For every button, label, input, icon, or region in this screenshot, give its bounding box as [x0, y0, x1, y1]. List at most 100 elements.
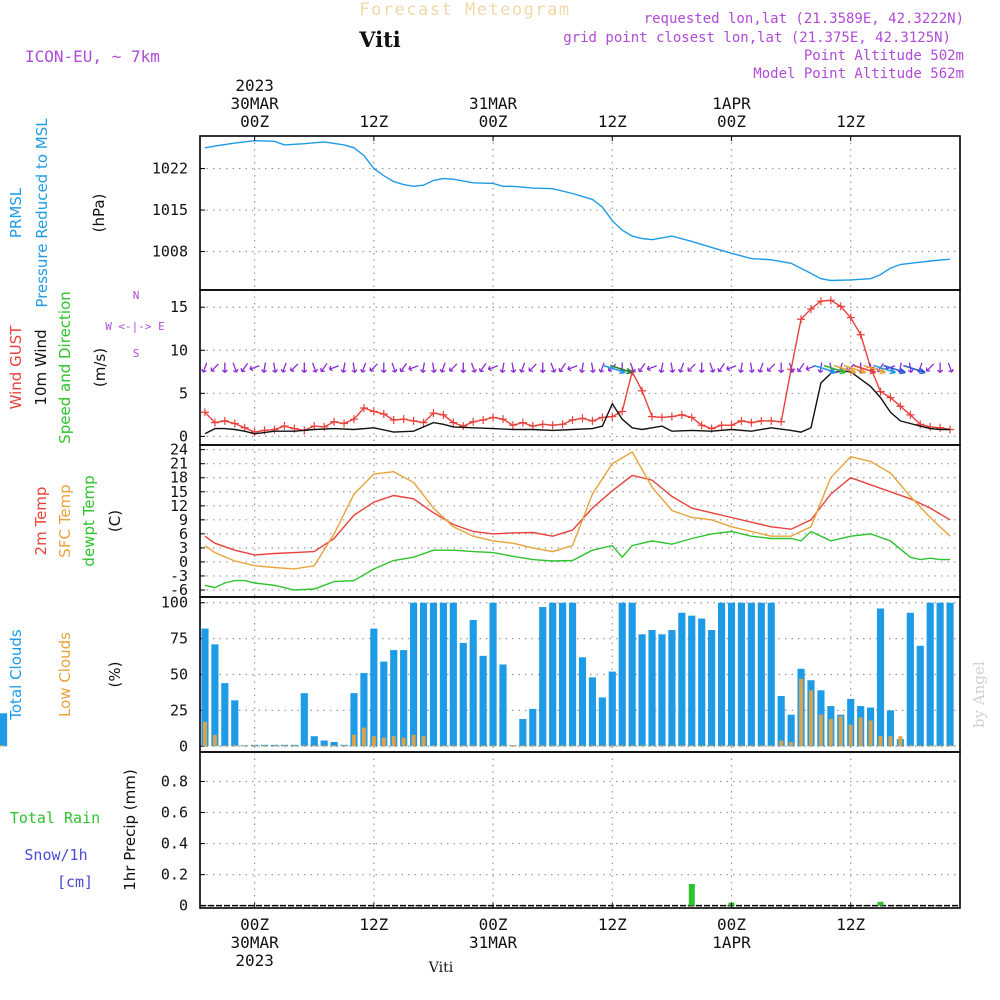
faded-title: Forecast Meteogram [359, 0, 570, 20]
gust-marker [806, 304, 815, 313]
bar-low [262, 745, 267, 747]
compass-we: W <-|-> E [105, 320, 165, 333]
side-label: SFC Temp [56, 484, 74, 557]
bar-low [610, 745, 615, 747]
y-tick-label: -3 [170, 567, 188, 585]
bar-low [580, 745, 585, 747]
side-label: 2m Temp [32, 487, 50, 556]
grid-point-coords: grid point closest lon,lat (21.375E, 42.… [563, 30, 951, 46]
wind-direction-arrow [232, 362, 239, 373]
bar-low [888, 736, 893, 747]
y-tick-label: 0.4 [161, 835, 188, 853]
bar-total [708, 630, 716, 747]
wind-direction-arrow [567, 365, 578, 372]
y-tick-label: 21 [170, 455, 188, 473]
gust-marker [439, 410, 448, 419]
wind-arrow-highlight [853, 364, 877, 375]
bar-low [739, 745, 744, 747]
gust-marker [280, 422, 289, 431]
y-tick-label: 24 [170, 441, 188, 459]
series-gust [204, 299, 951, 433]
bar-total [926, 602, 934, 747]
bar-low [908, 745, 913, 747]
y-tick-label: 0.2 [161, 866, 188, 884]
wind-direction-arrow [796, 363, 805, 373]
bar-total [906, 612, 914, 747]
bar-low [471, 745, 476, 747]
bar-low [828, 718, 833, 747]
gust-marker [747, 418, 756, 427]
gust-marker [608, 412, 617, 421]
bottom-time-label: 31MAR [469, 933, 518, 952]
bar-total [370, 628, 378, 747]
wind-direction-arrow [340, 362, 347, 373]
bar-total [757, 602, 765, 747]
y-tick-label: 0 [179, 897, 188, 915]
top-time-label: 12Z [359, 112, 388, 131]
wind-direction-arrow [778, 362, 785, 373]
top-time-label: 12Z [598, 112, 627, 131]
bar-total [539, 607, 547, 747]
wind-direction-arrow [748, 362, 755, 373]
wind-arrow-highlight [843, 364, 867, 375]
gust-marker [697, 421, 706, 430]
wind-arrow-highlight [609, 364, 633, 375]
unit-label: 1hr Precip (mm) [121, 769, 139, 890]
bar-low [491, 745, 496, 747]
bar-low [898, 736, 903, 747]
bar-total [946, 602, 954, 747]
bar-low [699, 745, 704, 747]
wind-direction-arrow [320, 363, 328, 373]
point-altitude: Point Altitude 502m [804, 48, 964, 64]
bar-low [809, 690, 813, 747]
wind-direction-arrow [439, 362, 446, 373]
top-time-label: 1APR [712, 94, 751, 113]
side-label: Pressure Reduced to MSL [33, 118, 51, 308]
bar-low [282, 745, 287, 747]
side-label: PRMSL [7, 187, 25, 238]
side-label: Low Clouds [56, 632, 74, 717]
gust-marker [449, 418, 458, 427]
bar-total [300, 693, 308, 747]
bar-low [520, 745, 525, 747]
bar-low [878, 736, 883, 747]
bar-low [0, 745, 4, 747]
gust-marker [538, 420, 547, 429]
bar-low [401, 737, 406, 747]
panel-pressure: 1008 1015 1022 PRMSL Pressure Reduced to MSL… [7, 118, 961, 308]
panel-clouds: 0 25 50 75 100 Total Clouds Low Clouds (%) [0, 594, 961, 755]
wind-direction-arrow [510, 362, 517, 373]
gust-marker [657, 413, 666, 422]
y-tick-label: 18 [170, 469, 188, 487]
bar-total [201, 628, 209, 747]
y-tick-label: 1022 [152, 160, 188, 178]
wind-direction-arrow [598, 362, 605, 373]
gust-marker [270, 425, 279, 434]
bar-low [342, 745, 347, 747]
bar-low [560, 745, 565, 747]
wind-direction-arrow [519, 362, 526, 373]
wind-direction-arrow [240, 363, 249, 373]
bar-low [640, 745, 645, 747]
bar-total [380, 661, 388, 747]
bar-total [400, 650, 408, 747]
wind-direction-arrow [637, 363, 646, 373]
bar-low [868, 720, 873, 747]
bar-low [421, 736, 426, 747]
bar-total [360, 673, 368, 747]
footer-location: Viti [428, 960, 454, 976]
wind-direction-arrow [261, 362, 267, 373]
bar-low [203, 721, 207, 747]
side-label: Total Rain [10, 809, 100, 827]
y-tick-label: 0 [179, 427, 188, 445]
bar-total [549, 602, 557, 747]
bar-low [679, 745, 684, 747]
bar-low [232, 745, 237, 747]
bar-rain [877, 901, 884, 906]
gust-marker [797, 315, 806, 324]
bar-total [310, 736, 318, 747]
bar-total [628, 602, 636, 747]
gust-marker [409, 416, 418, 425]
bar-low [451, 745, 456, 747]
